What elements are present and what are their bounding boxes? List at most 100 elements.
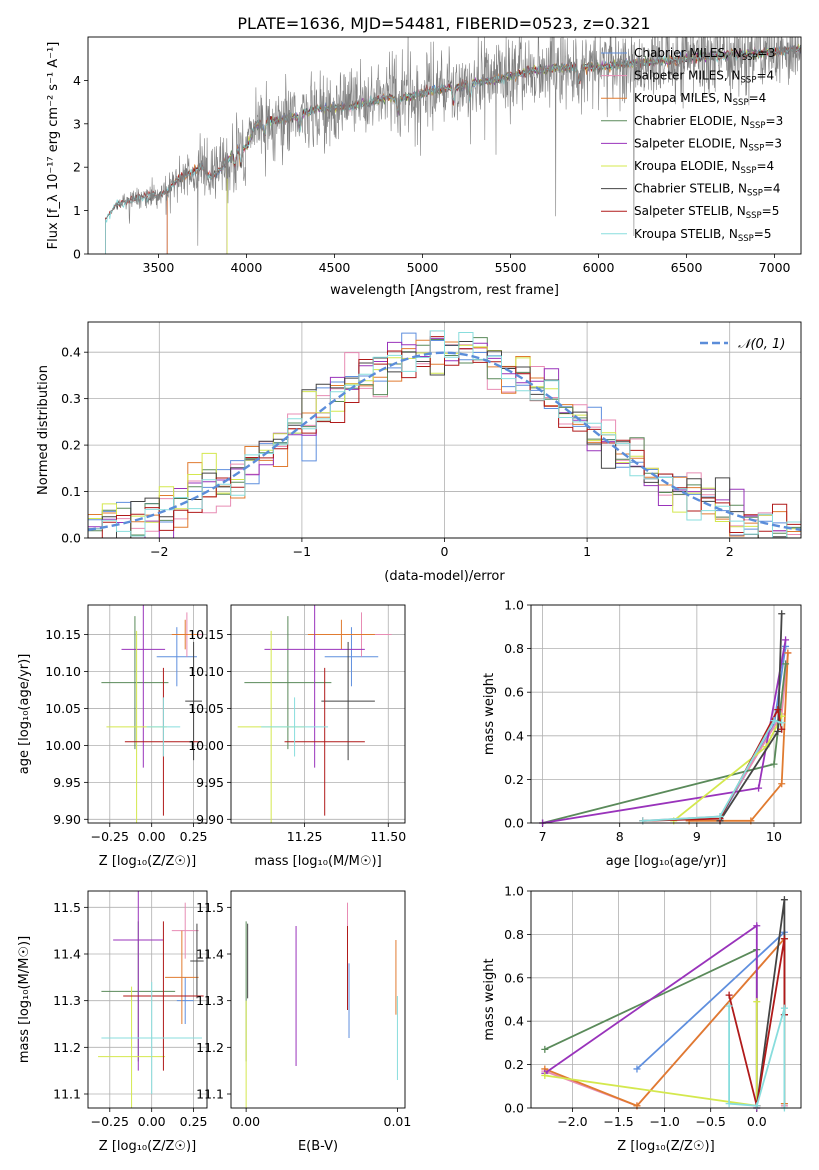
spectrum-panel: 3500 4000 4500 5000 5500 6000 6500 7000 0 1 2 3 4 Cha…	[46, 36, 802, 298]
age-vs-mass-panel: 11.25 11.50 9.90 9.95 10.00 10.05 10.10 10.15 ma…	[188, 604, 406, 869]
axes-frame	[530, 890, 802, 1109]
mass-vs-Z-plot-area	[98, 891, 204, 1108]
x-tick-label: 0.00	[138, 1114, 166, 1129]
y-tick-label: 11.1	[196, 1087, 224, 1102]
y-tick-label: 0.2	[504, 1057, 524, 1072]
gaussian-curve	[88, 351, 801, 532]
y-tick-label: 11.4	[53, 947, 81, 962]
y-tick-label: 2	[73, 160, 81, 175]
figure-title: PLATE=1636, MJD=54481, FIBERID=0523, z=0…	[237, 14, 650, 33]
weight-line	[728, 938, 786, 1107]
x-axis-label: age [log₁₀(age/yr)]	[606, 854, 727, 869]
weight-point-marker	[778, 719, 786, 727]
y-axis-label: Flux [f_λ 10⁻¹⁷ erg cm⁻² s⁻¹ A⁻¹]	[46, 42, 61, 250]
legend-label: Salpeter ELODIE, NSSP=3	[634, 136, 782, 153]
y-tick-label: 10.10	[188, 664, 224, 679]
y-tick-label: 1	[73, 203, 81, 218]
legend-label: Salpeter STELIB, NSSP=5	[634, 204, 779, 221]
y-axis-label: mass weight	[482, 958, 497, 1040]
x-tick-label: 10	[766, 829, 782, 844]
x-tick-label: 4500	[319, 260, 351, 275]
y-tick-label: 1.0	[504, 884, 524, 899]
weight-point-marker	[725, 1002, 733, 1010]
y-tick-label: 9.95	[196, 775, 224, 790]
y-tick-label: 9.95	[53, 775, 81, 790]
y-tick-label: 10.10	[45, 664, 81, 679]
x-tick-label: 5500	[495, 260, 527, 275]
x-tick-label: −2.0	[557, 1114, 587, 1129]
weight-line	[544, 948, 758, 1108]
x-tick-label: 5000	[407, 260, 439, 275]
age-vs-mass-plot-area	[237, 605, 392, 823]
y-axis-label: mass [log₁₀(M/M☉)]	[17, 936, 32, 1063]
x-tick-label: 0.01	[384, 1114, 412, 1129]
weight-line	[642, 719, 782, 822]
weight-line	[542, 639, 787, 824]
weight-point-marker	[778, 725, 786, 733]
y-axis-label: age [log₁₀(age/yr)]	[17, 654, 32, 775]
weight-point-marker	[774, 706, 782, 714]
y-axis-label: mass weight	[482, 673, 497, 755]
x-axis-label: mass [log₁₀(M/M☉)]	[254, 854, 381, 869]
y-tick-label: 10.05	[45, 701, 81, 716]
y-tick-label: 0.2	[504, 772, 524, 787]
y-tick-label: 9.90	[196, 812, 224, 827]
weight-point-marker	[753, 922, 761, 930]
x-tick-label: −1.0	[649, 1114, 679, 1129]
y-tick-label: 0	[73, 247, 81, 262]
y-tick-label: 0.8	[504, 927, 524, 942]
y-tick-label: 0.8	[504, 641, 524, 656]
weight-line	[544, 1001, 758, 1107]
x-tick-label: −0.25	[91, 829, 129, 844]
x-tick-label: 6000	[583, 260, 615, 275]
weight-point-marker	[778, 780, 786, 788]
y-tick-label: 11.2	[196, 1040, 224, 1055]
y-tick-label: 0.3	[61, 391, 81, 406]
y-tick-label: 9.90	[53, 812, 81, 827]
x-tick-label: 0.00	[138, 829, 166, 844]
x-tick-label: 8	[616, 829, 624, 844]
x-axis-label: Z [log₁₀(Z/Z☉)]	[617, 1139, 714, 1154]
spectrum-plot-area	[105, 37, 801, 254]
age-vs-Z-plot-area	[101, 605, 202, 823]
weight-point-marker	[770, 717, 778, 725]
weight-point-marker	[716, 812, 724, 820]
y-tick-label: 11.2	[53, 1040, 81, 1055]
weight-point-marker	[778, 610, 786, 618]
legend-label: Kroupa MILES, NSSP=4	[634, 91, 766, 108]
x-tick-label: 6500	[671, 260, 703, 275]
y-tick-label: 1.0	[504, 598, 524, 613]
weight-line	[755, 899, 786, 1106]
x-tick-label: 0.25	[180, 1114, 208, 1129]
y-axis-label: Normed distribution	[36, 365, 51, 495]
y-tick-label: 3	[73, 116, 81, 131]
x-tick-label: 11.50	[370, 829, 406, 844]
y-tick-label: 0.2	[61, 438, 81, 453]
legend-label: Chabrier ELODIE, NSSP=3	[634, 114, 783, 131]
y-tick-label: 0.0	[61, 531, 81, 546]
legend-label: Kroupa STELIB, NSSP=5	[634, 227, 772, 244]
weight-point-marker	[782, 660, 790, 668]
weight-line	[542, 663, 787, 824]
weight-point-marker	[782, 636, 790, 644]
y-tick-label: 0.4	[61, 345, 81, 360]
y-tick-label: 0.6	[504, 685, 524, 700]
x-axis-label: wavelength [Angstrom, rest frame]	[330, 283, 559, 298]
x-tick-label: 2	[726, 544, 734, 559]
x-tick-label: 0.00	[232, 1114, 260, 1129]
weight-point-marker	[725, 1100, 733, 1108]
weight-point-marker	[725, 991, 733, 999]
weight-vs-age-panel: 7 8 9 10 0.0 0.2 0.4 0.6 0.8 1.0 age [log₁₀(age/yr…	[482, 598, 802, 869]
spectrum-legend: Chabrier MILES, NSSP=3 Salpeter MILES, NS…	[601, 46, 783, 244]
x-tick-label: −2	[150, 544, 168, 559]
legend-label: Kroupa ELODIE, NSSP=4	[634, 159, 774, 176]
weight-point-marker	[753, 998, 761, 1006]
legend-label: Salpeter MILES, NSSP=4	[634, 69, 774, 86]
y-tick-label: 11.5	[53, 900, 81, 915]
legend-label: 𝒩(0, 1)	[738, 337, 785, 352]
y-tick-label: 0.0	[504, 1101, 524, 1116]
axes-frame	[230, 890, 406, 1109]
weight-point-marker	[774, 727, 782, 735]
y-tick-label: 11.3	[53, 993, 81, 1008]
x-tick-label: −1.5	[603, 1114, 633, 1129]
